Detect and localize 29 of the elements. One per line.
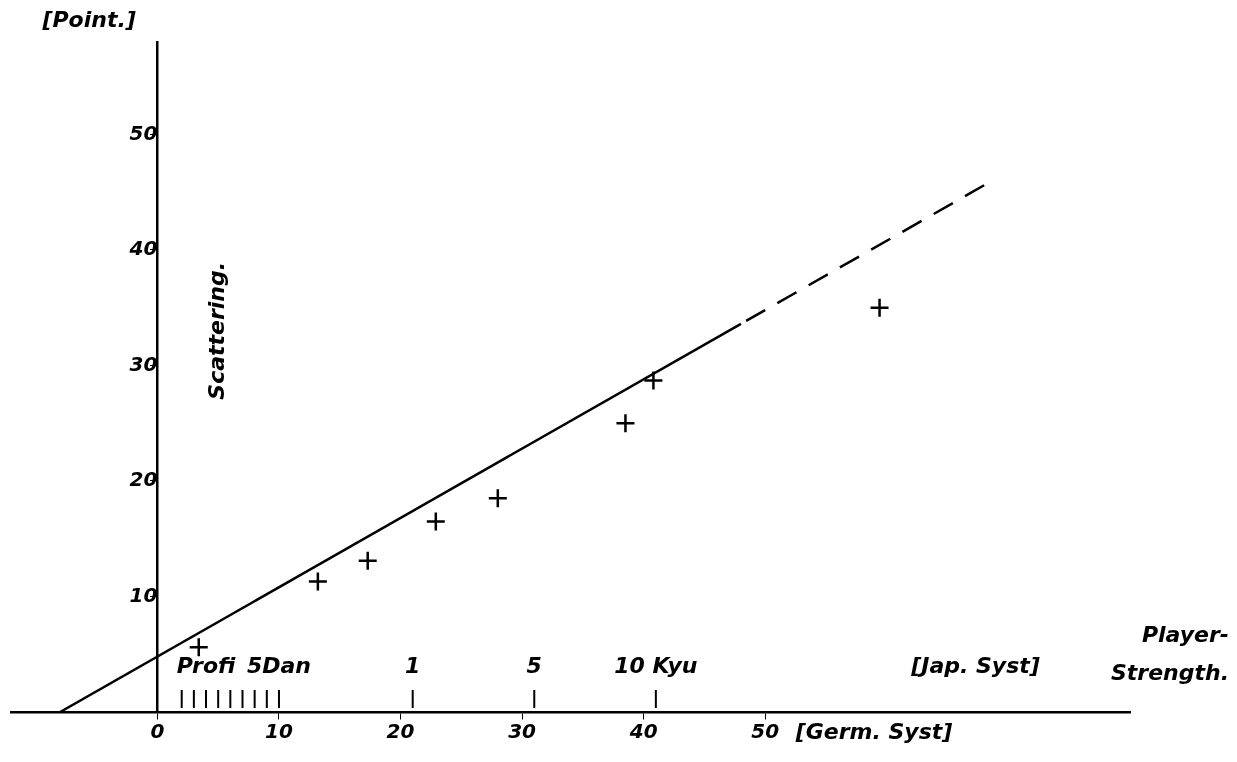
x-tick-label: 0	[150, 719, 165, 744]
x-tick-label: 10	[265, 719, 293, 744]
point	[615, 412, 636, 434]
x-tick-label: 50	[751, 719, 780, 744]
x-axis-title: Player-Strength.	[1110, 622, 1229, 685]
x-tick-label: 30	[508, 719, 537, 744]
annotation: 5Dan	[246, 652, 312, 678]
y-tick-label: 30	[129, 351, 158, 376]
point	[188, 637, 209, 658]
y-tick-label: 20	[129, 467, 158, 492]
annotation: Scattering.	[203, 261, 229, 400]
point	[643, 370, 664, 391]
y-tick-label: 10	[129, 582, 158, 607]
text: [Germ. Syst]	[794, 718, 953, 744]
point	[869, 297, 890, 318]
annotation: 10 Kyu	[614, 652, 698, 678]
annotation: 5	[526, 652, 542, 678]
point	[487, 488, 509, 509]
point	[307, 571, 329, 592]
annotation: 1	[405, 652, 421, 678]
x-tick-label: 20	[386, 719, 415, 744]
y-axis-title: [Point.]	[41, 6, 136, 32]
point	[425, 511, 447, 532]
point	[357, 550, 378, 571]
y-tick-label: 40	[128, 236, 158, 261]
x-tick-label: 40	[628, 719, 658, 744]
annotation: [Jap. Syst]	[910, 652, 1040, 678]
y-tick-label: 50	[129, 120, 158, 145]
annotation: Profi	[176, 652, 237, 678]
